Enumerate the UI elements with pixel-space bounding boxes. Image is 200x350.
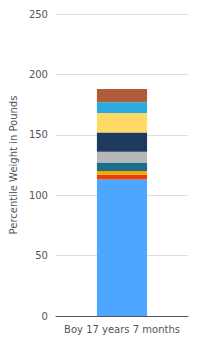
svg-text:Boy 17 years 7 months: Boy 17 years 7 months (64, 324, 180, 335)
svg-text:100: 100 (29, 190, 48, 201)
svg-text:250: 250 (29, 9, 48, 20)
svg-text:Percentile Weight in Pounds: Percentile Weight in Pounds (8, 96, 19, 235)
svg-text:50: 50 (35, 250, 48, 261)
svg-text:150: 150 (29, 129, 48, 140)
svg-text:0: 0 (42, 311, 48, 322)
svg-text:200: 200 (29, 69, 48, 80)
